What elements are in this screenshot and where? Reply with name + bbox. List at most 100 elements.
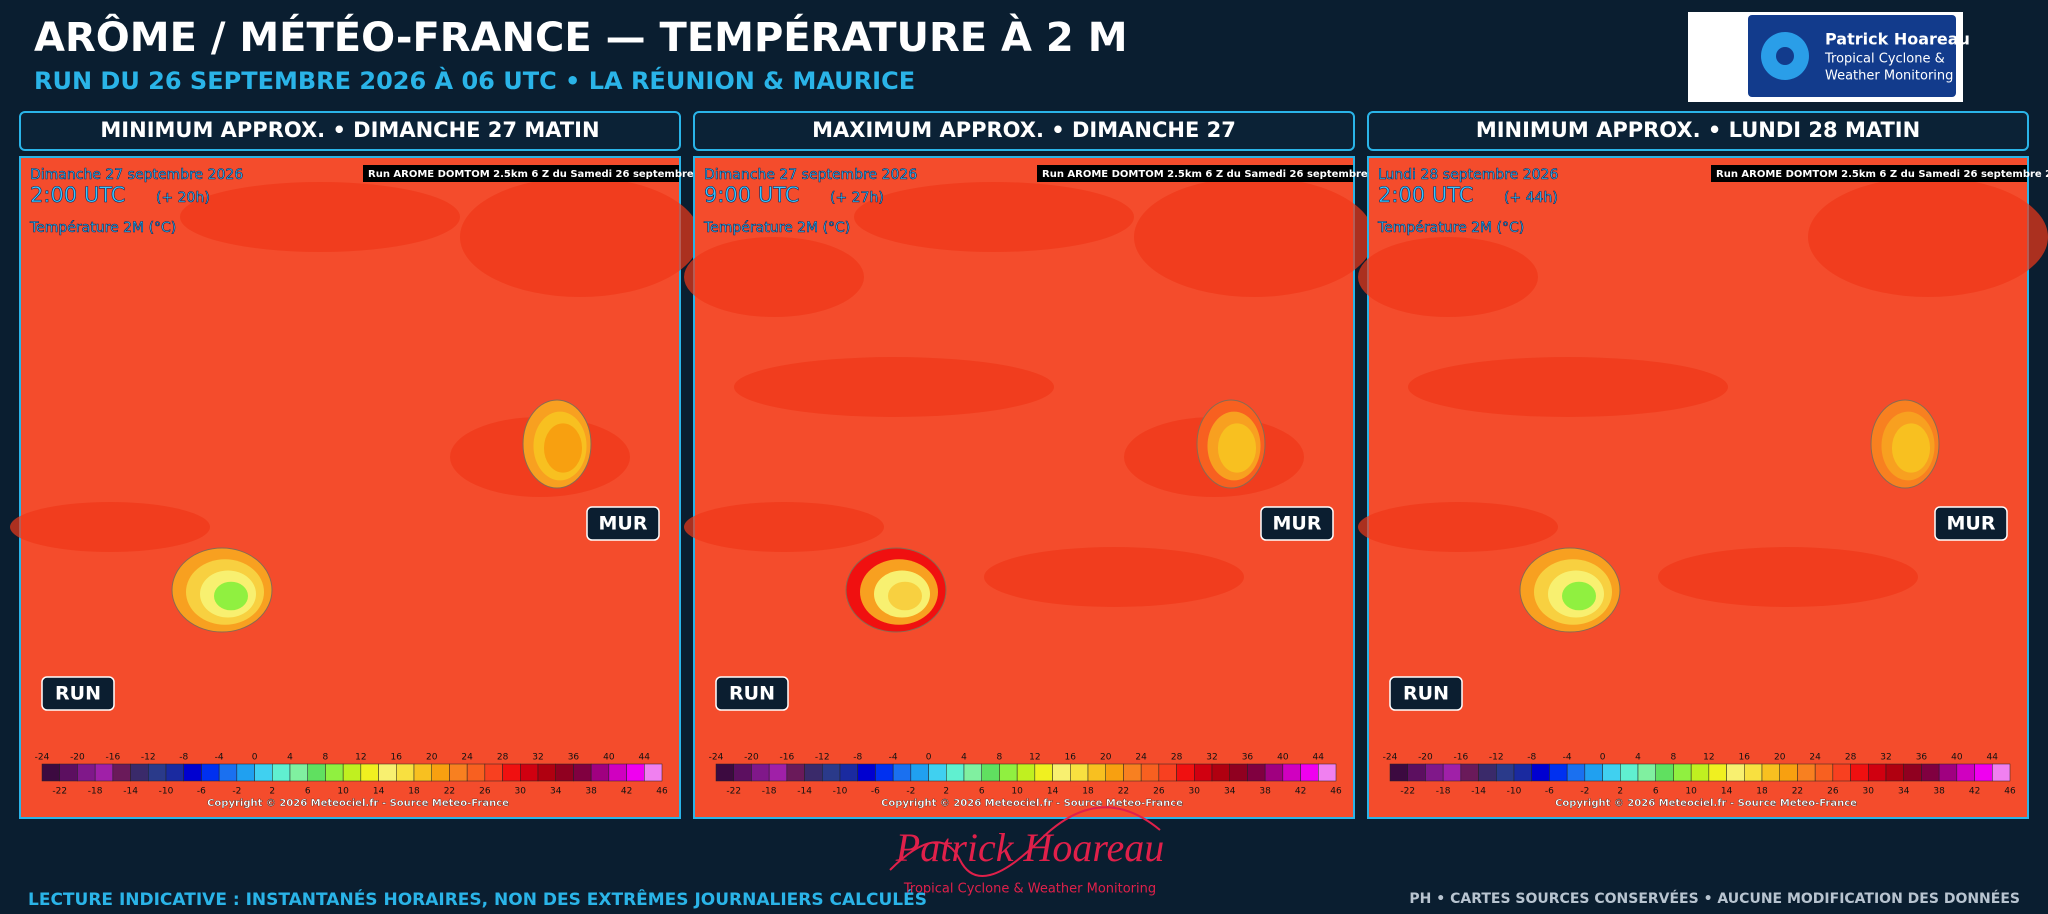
colorbar-label: 46	[1330, 787, 1342, 797]
colorbar-label: 12	[1029, 753, 1040, 763]
colorbar-swatch	[307, 763, 326, 782]
logo-panel	[1748, 15, 1956, 97]
map-shade	[684, 237, 864, 317]
colorbar-swatch	[1496, 763, 1515, 782]
run-banner	[1711, 165, 2027, 182]
colorbar-swatch	[1460, 763, 1479, 782]
colorbar-swatch	[1407, 763, 1426, 782]
logo-eye	[1776, 47, 1794, 65]
colorbar-label: 18	[1082, 787, 1094, 797]
colorbar-swatch	[41, 763, 60, 782]
signature-stroke	[889, 806, 1161, 877]
colorbar-swatch	[1211, 763, 1230, 782]
colorbar-label: 12	[1703, 753, 1714, 763]
colorbar-label: -10	[159, 787, 174, 797]
colorbar-swatch	[839, 763, 858, 782]
colorbar-label: 16	[1065, 753, 1077, 763]
colorbar-swatch	[715, 763, 734, 782]
map-date: Lundi 28 septembre 2026	[1378, 167, 1558, 183]
colorbar-swatch	[1690, 763, 1710, 782]
colorbar-swatch	[644, 763, 663, 782]
title: ARÔME / MÉTÉO-FRANCE — TEMPÉRATURE À 2 M	[34, 13, 1128, 61]
colorbar-label: 28	[497, 753, 509, 763]
colorbar-label: -6	[1545, 787, 1554, 797]
colorbar-swatch	[1070, 763, 1089, 782]
colorbar-label: -4	[1563, 753, 1572, 763]
colorbar-label: -20	[70, 753, 85, 763]
colorbar-swatch	[590, 763, 610, 782]
reunion-label-box	[1389, 676, 1463, 711]
map-shade	[984, 547, 1244, 607]
colorbar-swatch	[112, 763, 131, 782]
colorbar-label: -8	[1527, 753, 1536, 763]
panel-title: MINIMUM APPROX. • DIMANCHE 27 MATIN	[100, 118, 599, 142]
colorbar-swatch	[1549, 763, 1568, 782]
map-time: 2:00 UTC	[30, 183, 125, 207]
colorbar-swatch	[768, 763, 788, 782]
colorbar-label: 38	[1259, 787, 1271, 797]
panel-header	[693, 111, 1355, 151]
colorbar-swatch	[1052, 763, 1071, 782]
colorbar-swatch	[1566, 763, 1586, 782]
colorbar-label: 32	[1206, 753, 1217, 763]
colorbar-label: -16	[780, 753, 795, 763]
reunion-label: RUN	[1403, 683, 1449, 705]
colorbar-swatch	[59, 763, 78, 782]
copyright: Copyright © 2026 Meteociel.fr - Source M…	[1555, 798, 1857, 809]
colorbar-label: 34	[550, 787, 562, 797]
colorbar-label: 4	[961, 753, 967, 763]
colorbar-swatch	[1637, 763, 1656, 782]
reunion-label-box	[41, 676, 115, 711]
colorbar-label: 44	[1313, 753, 1325, 763]
signature-name: Patrick Hoareau	[895, 825, 1164, 870]
colorbar-label: -6	[871, 787, 880, 797]
colorbar-swatch	[857, 763, 876, 782]
map-lead: (+ 20h)	[156, 190, 210, 206]
colorbar-label: 8	[1671, 753, 1677, 763]
logo-tagline: Tropical Cyclone &	[1824, 52, 1945, 67]
colorbar-swatch	[910, 763, 929, 782]
colorbar-label: -22	[726, 787, 741, 797]
colorbar-swatch	[449, 763, 468, 782]
logo-tagline: Weather Monitoring	[1825, 69, 1953, 84]
colorbar-swatch	[1318, 763, 1337, 782]
colorbar-swatch	[254, 763, 273, 782]
colorbar-label: 26	[1827, 787, 1839, 797]
colorbar-swatch	[1087, 763, 1106, 782]
run-banner-text: Run AROME DOMTOM 2.5km 6 Z du Samedi 26 …	[1716, 169, 2048, 180]
colorbar-label: 10	[337, 787, 349, 797]
colorbar-swatch	[130, 763, 149, 782]
map-time: 9:00 UTC	[704, 183, 799, 207]
colorbar-swatch	[94, 763, 114, 782]
colorbar-label: 8	[323, 753, 329, 763]
colorbar-label: 14	[373, 787, 385, 797]
colorbar-label: 14	[1047, 787, 1059, 797]
colorbar-label: -10	[833, 787, 848, 797]
colorbar-label: 12	[355, 753, 366, 763]
map-lead: (+ 44h)	[1504, 190, 1558, 206]
colorbar-swatch	[1673, 763, 1692, 782]
colorbar-swatch	[1194, 763, 1213, 782]
island-zone	[214, 581, 248, 611]
island-zone	[888, 581, 922, 611]
colorbar-swatch	[1300, 763, 1319, 782]
colorbar-swatch	[1868, 763, 1887, 782]
colorbar-label: 40	[1951, 753, 1963, 763]
colorbar-swatch	[77, 763, 96, 782]
run-banner-text: Run AROME DOMTOM 2.5km 6 Z du Samedi 26 …	[368, 169, 725, 180]
colorbar-swatch	[1779, 763, 1798, 782]
colorbar-label: 22	[1118, 787, 1129, 797]
colorbar-swatch	[1708, 763, 1727, 782]
panel: MINIMUM APPROX. • DIMANCHE 27 MATIN Diman…	[10, 111, 725, 819]
colorbar-label: -16	[1454, 753, 1469, 763]
colorbar-swatch	[1938, 763, 1958, 782]
colorbar-label: 28	[1845, 753, 1857, 763]
panel: MINIMUM APPROX. • LUNDI 28 MATIN Lundi 28…	[1358, 111, 2048, 819]
run-banner	[363, 165, 679, 182]
map-shade	[1658, 547, 1918, 607]
colorbar-label: -14	[1471, 787, 1486, 797]
signature-tagline: Tropical Cyclone & Weather Monitoring	[903, 882, 1156, 897]
colorbar-label: -12	[141, 753, 156, 763]
colorbar-swatch	[1389, 763, 1408, 782]
colorbar-label: 40	[603, 753, 615, 763]
